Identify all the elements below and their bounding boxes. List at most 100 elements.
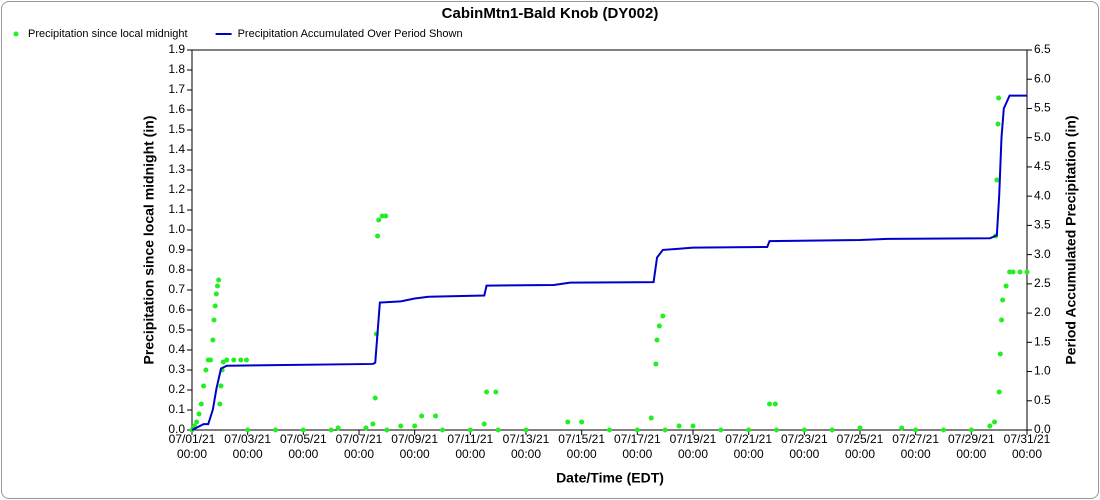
x-tick-label: 07/25/21 00:00 [836, 432, 884, 461]
data-point [653, 361, 659, 367]
y2-tick-label: 2.5 [1034, 276, 1051, 290]
y-tick-label: 1.6 [168, 102, 185, 116]
data-line [191, 94, 1027, 431]
data-point [1007, 269, 1013, 275]
y-tick-label: 0.0 [168, 422, 185, 436]
data-point [467, 427, 473, 433]
data-point [211, 317, 217, 323]
legend-marker [13, 31, 19, 37]
data-point [213, 291, 219, 297]
data-point [440, 427, 445, 433]
data-point [987, 423, 993, 429]
x-tick-label: 07/31/21 00:00 [1003, 432, 1051, 461]
y2-tick-label: 1.5 [1034, 334, 1051, 348]
x-tick-label: 07/01/21 00:00 [168, 432, 216, 461]
data-point [370, 421, 376, 427]
data-point [690, 423, 696, 429]
data-point [1010, 269, 1016, 275]
x-tick-label: 07/07/21 00:00 [335, 432, 383, 461]
data-point [899, 425, 905, 431]
data-point [607, 427, 612, 433]
y-tick-label: 0.2 [168, 382, 185, 396]
y2-tick-label: 3.0 [1034, 247, 1051, 261]
data-point [996, 95, 1002, 101]
x-tick-label: 07/27/21 00:00 [892, 432, 940, 461]
data-point [913, 427, 919, 433]
data-point [363, 425, 369, 431]
data-point [994, 177, 1000, 183]
data-point [376, 217, 382, 223]
y-tick-label: 1.8 [168, 62, 185, 76]
y2-axis-label: Period Accumulated Precipitation (in) [1063, 115, 1079, 364]
y2-tick-label: 5.5 [1034, 101, 1051, 115]
y2-tick-label: 0.0 [1034, 422, 1051, 436]
data-point [968, 427, 974, 433]
data-point [857, 425, 863, 431]
data-point [212, 303, 218, 309]
data-point [216, 277, 222, 283]
x-tick-label: 07/03/21 00:00 [224, 432, 272, 461]
y-tick-label: 0.3 [168, 362, 185, 376]
y2-tick-label: 6.5 [1034, 42, 1051, 56]
data-point [481, 421, 487, 427]
y-tick-label: 0.6 [168, 302, 185, 316]
data-point [634, 427, 640, 433]
x-tick-label: 07/05/21 00:00 [279, 432, 327, 461]
y-tick-label: 0.7 [168, 282, 185, 296]
data-point [208, 357, 214, 363]
x-tick-label: 07/29/21 00:00 [947, 432, 995, 461]
data-point [433, 413, 439, 419]
data-point [829, 427, 835, 433]
data-point [224, 357, 230, 363]
data-point [648, 415, 654, 421]
data-point [194, 419, 200, 425]
data-point [238, 357, 244, 363]
data-point [300, 427, 306, 433]
data-point [245, 427, 251, 433]
y2-tick-label: 5.0 [1034, 130, 1051, 144]
data-point [203, 367, 209, 373]
x-tick-label: 07/23/21 00:00 [780, 432, 828, 461]
data-point [1017, 269, 1023, 275]
data-point [998, 317, 1004, 323]
data-point [273, 427, 278, 433]
data-point [767, 401, 773, 407]
y-tick-label: 0.5 [168, 322, 185, 336]
data-point [1003, 283, 1009, 289]
data-point [384, 427, 390, 433]
y2-tick-label: 6.0 [1034, 71, 1051, 85]
y-tick-label: 1.5 [168, 122, 185, 136]
data-point [335, 425, 341, 431]
y2-tick-label: 3.5 [1034, 218, 1051, 232]
data-point [1024, 269, 1030, 275]
data-point [372, 395, 378, 401]
plot-frame [191, 49, 1028, 431]
y-tick-label: 0.1 [168, 402, 185, 416]
data-point [419, 413, 425, 419]
data-point [565, 419, 571, 425]
chart-title: CabinMtn1-Bald Knob (DY002) [442, 5, 659, 22]
data-point [210, 337, 216, 343]
data-point [196, 411, 202, 417]
data-point [774, 427, 779, 433]
data-point [656, 323, 662, 329]
y-axis-label: Precipitation since local midnight (in) [141, 116, 157, 365]
data-point [412, 423, 418, 429]
legend-label: Precipitation since local midnight [28, 28, 188, 40]
data-point [996, 389, 1002, 395]
data-point [523, 427, 529, 433]
x-tick-label: 07/15/21 00:00 [558, 432, 606, 461]
y-tick-label: 1.0 [168, 222, 185, 236]
data-point [379, 213, 385, 219]
data-point [383, 213, 389, 219]
data-point [654, 337, 660, 343]
x-tick-label: 07/09/21 00:00 [391, 432, 439, 461]
y-tick-label: 1.2 [168, 182, 185, 196]
y2-tick-label: 4.5 [1034, 159, 1051, 173]
data-point [579, 419, 585, 425]
data-point [1000, 297, 1006, 303]
x-tick-label: 07/19/21 00:00 [669, 432, 717, 461]
data-point [215, 283, 221, 289]
